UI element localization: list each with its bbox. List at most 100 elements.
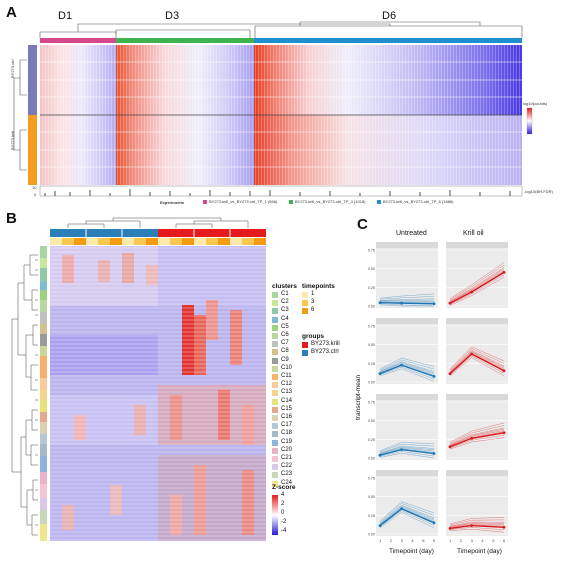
data-point <box>448 445 452 449</box>
timepoint-label: 1 <box>311 291 315 297</box>
cluster-item: C20 <box>272 447 302 456</box>
cluster-item: C12 <box>272 381 302 390</box>
trajectory-line <box>449 348 505 371</box>
trajectory-line <box>379 447 435 455</box>
y-tick-label: 0.00 <box>368 305 375 309</box>
y-tick-label: 0.75 <box>368 325 375 329</box>
x-tick-label: 4 <box>481 538 484 543</box>
data-point <box>400 448 403 451</box>
experiment-2-swatch <box>289 200 293 204</box>
facet-panel <box>446 394 508 460</box>
cluster-item: C8 <box>272 348 302 357</box>
trajectory-line <box>449 430 505 446</box>
trajectory-line <box>379 501 435 522</box>
groups-legend: groups BY273.krill BY273.ctrl <box>302 333 362 363</box>
cluster-swatch <box>272 349 278 356</box>
group-swatch <box>302 342 308 348</box>
facet-strip <box>376 470 438 476</box>
cluster-item: C23 <box>272 471 302 480</box>
timepoint-item-6: 6 <box>302 307 332 316</box>
x-tick-label: 3 <box>401 538 404 543</box>
y-tick-label: 0.50 <box>368 267 375 271</box>
trajectory-line <box>449 528 505 533</box>
clusters-legend-title: clusters <box>272 283 297 290</box>
data-point <box>378 453 382 457</box>
trajectory-line <box>379 359 435 371</box>
cluster-swatch <box>272 374 278 380</box>
panel-a-axis-tick-top: 10 <box>32 185 37 190</box>
trajectory-line <box>449 427 505 445</box>
cluster-item: C13 <box>272 389 302 398</box>
cluster-label: C4 <box>281 315 289 322</box>
experiment-3-swatch <box>377 200 381 204</box>
trajectory-line <box>379 446 435 454</box>
trajectory-line <box>379 357 435 370</box>
x-tick-label: 6 <box>503 538 506 543</box>
panel-c-line-charts: 0.75 0.50 0.25 0.00 0.75 0.50 0.25 0.00 0.75 0.50… <box>368 242 508 543</box>
trajectory-line <box>449 428 505 446</box>
panel-b-heatmap <box>11 217 278 541</box>
trajectory-line <box>379 361 435 372</box>
data-point <box>400 363 403 367</box>
cluster-label: C7 <box>281 340 289 347</box>
trajectory-line <box>379 298 435 301</box>
zscore-legend-title: Z-score <box>272 484 296 491</box>
panel-a-row-label-krill: BY273.krill <box>10 130 15 150</box>
data-point <box>400 507 403 511</box>
trajectory-line <box>379 296 435 300</box>
panel-a-day-label-d6: D6 <box>382 10 397 22</box>
trajectory-line <box>379 504 435 524</box>
cluster-swatch <box>272 357 278 364</box>
y-tick-label: 0.25 <box>368 438 375 442</box>
data-point <box>432 452 436 455</box>
trajectory-line <box>449 425 505 444</box>
cluster-label: C6 <box>281 332 289 338</box>
zscore-tick: -4 <box>281 528 287 534</box>
cluster-item: C18 <box>272 430 302 439</box>
cluster-item: C14 <box>272 398 302 407</box>
trajectory-line <box>449 264 505 301</box>
y-tick-label: 0.50 <box>368 419 375 423</box>
panel-a-day-label-d1: D1 <box>58 10 73 22</box>
cluster-swatch <box>272 472 278 479</box>
cluster-item: C9 <box>272 357 302 366</box>
panel-c-col-title-krill: Krill oil <box>463 230 484 237</box>
trajectory-line <box>449 350 505 372</box>
cluster-item: C16 <box>272 414 302 423</box>
panel-a-heatmap <box>13 21 533 197</box>
cluster-label: C2 <box>281 299 289 306</box>
data-point <box>448 301 452 305</box>
cluster-item: C1 <box>272 291 302 300</box>
cluster-item: C4 <box>272 315 302 325</box>
group-item-ctrl: BY273.ctrl <box>302 349 362 358</box>
data-point <box>378 372 382 375</box>
trajectory-line <box>449 527 505 530</box>
trajectory-line <box>449 267 505 302</box>
cluster-label: C5 <box>281 323 289 330</box>
cluster-label: C13 <box>281 389 293 396</box>
trajectory-line <box>449 523 505 528</box>
cluster-label: C10 <box>281 364 293 371</box>
x-tick-label: 6 <box>433 538 436 543</box>
y-tick-label: 0.25 <box>368 514 375 518</box>
data-point <box>432 521 436 525</box>
cluster-item: C2 <box>272 299 302 308</box>
experiment-3-label: BY273.krill_vs_BY273.ctrl_TP_6 (1886) <box>383 199 454 204</box>
trajectory-line <box>449 355 505 375</box>
cluster-swatch <box>272 447 278 454</box>
panel-a-track-label: -log10(BH-FDR) <box>524 189 553 194</box>
cluster-label: C1 <box>281 291 289 297</box>
x-tick-label: 3 <box>471 538 474 543</box>
cluster-label: C15 <box>281 405 293 412</box>
x-tick-label: 2 <box>390 538 393 543</box>
clusters-legend: clusters C1 C2 C3 C4 C5 C6 C7 C8 C9 C10 C11 C12 C13 C… <box>272 283 318 523</box>
trajectory-line <box>449 351 505 373</box>
x-tick-label: 1 <box>379 538 382 543</box>
x-tick-label: 5 <box>422 538 425 543</box>
cluster-item: C21 <box>272 455 302 464</box>
cluster-label: C17 <box>281 422 293 429</box>
cluster-swatch <box>272 365 278 372</box>
timepoint-swatch <box>302 308 308 314</box>
experiment-2-label: BY273.krill_vs_BY273.ctrl_TP_3 (1018) <box>295 199 366 204</box>
data-point <box>502 369 506 373</box>
